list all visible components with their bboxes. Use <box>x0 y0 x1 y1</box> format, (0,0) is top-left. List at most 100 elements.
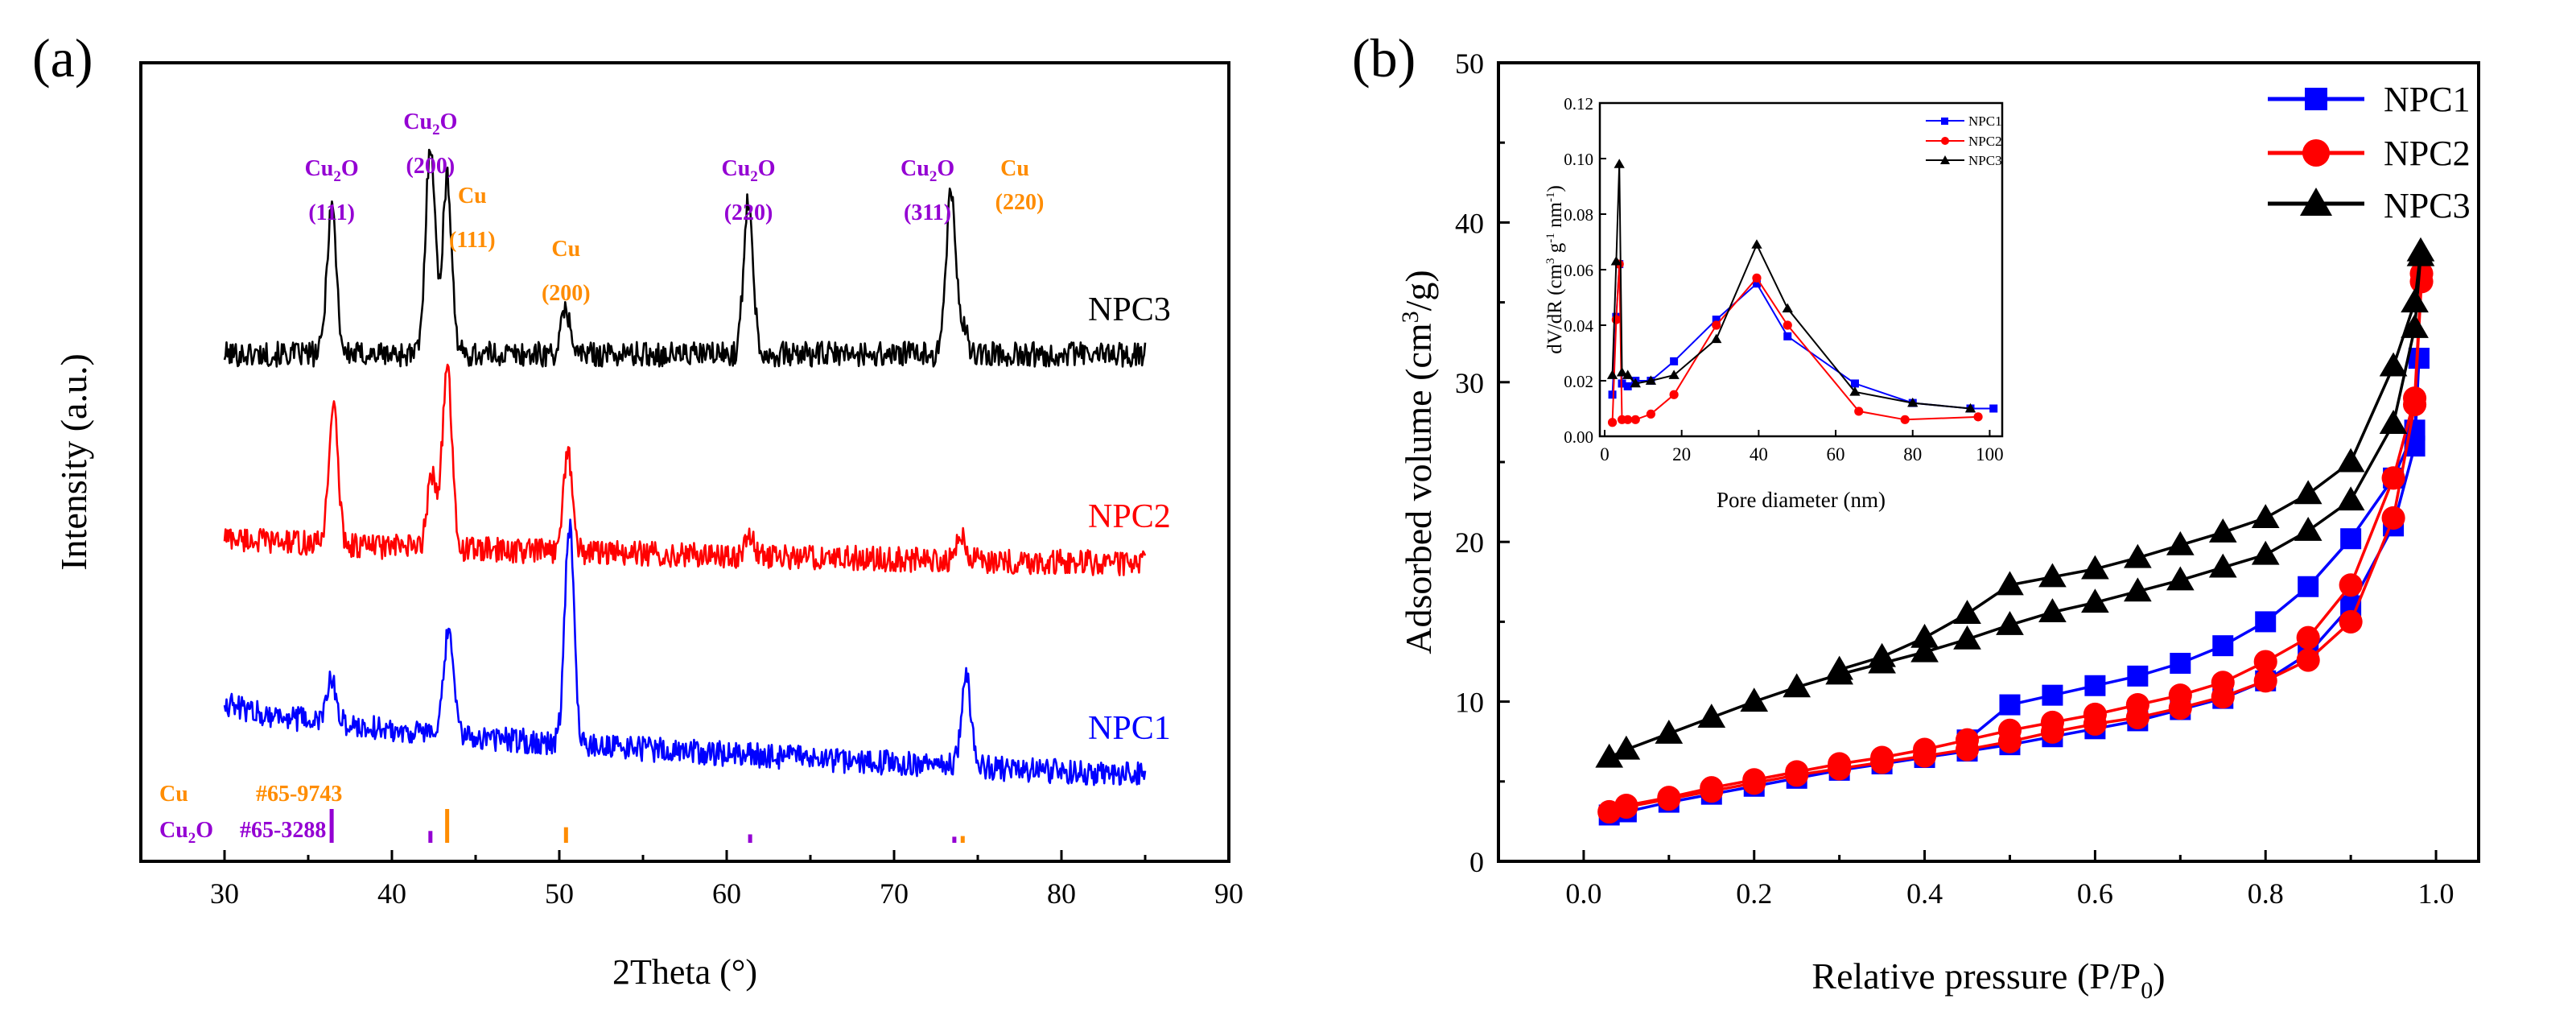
peak-annotation-hkl: (220) <box>995 190 1045 215</box>
inset-legend-marker-npc3 <box>1940 155 1950 164</box>
peak-annotation-hkl: (311) <box>904 200 951 225</box>
peak-annotation-hkl: (111) <box>308 200 355 225</box>
data-point <box>2251 504 2280 528</box>
inset-data-point <box>1752 273 1762 283</box>
data-point <box>1612 735 1641 760</box>
peak-annotation-hkl: (111) <box>449 228 496 253</box>
inset-legend-npc1: NPC1 <box>1926 114 2002 129</box>
data-point <box>2336 448 2365 473</box>
data-point <box>2212 635 2234 657</box>
x-tick-label: 50 <box>545 877 574 910</box>
ref-cu2o-card: #65-3288 <box>240 818 326 843</box>
inset-frame <box>1598 101 2004 438</box>
data-point <box>1996 611 2024 635</box>
inset-plot: 0 20 40 60 80 100 0.00 0.02 0.04 0.06 0.08 0.10 0.12… <box>1544 94 2004 512</box>
x-tick-label: 0.8 <box>2248 877 2284 910</box>
data-point <box>2083 702 2107 727</box>
inset-data-point <box>1989 404 1998 413</box>
inset-data-point <box>1752 279 1761 288</box>
inset-legend: NPC1 NPC2 NPC3 <box>1926 114 2002 168</box>
inset-data-point <box>1783 332 1792 341</box>
inset-data-point <box>1850 379 1859 388</box>
inset-data-point <box>1900 415 1910 424</box>
x-tick-label: 40 <box>377 877 406 910</box>
data-point <box>1740 687 1769 712</box>
isotherm-npc2 <box>1597 262 2434 824</box>
data-point <box>2401 314 2429 338</box>
xrd-line-npc3 <box>223 148 1147 368</box>
x-tick-label: 80 <box>1047 877 1076 910</box>
data-point <box>2379 352 2408 377</box>
peak-annotation-hkl: (200) <box>542 281 591 306</box>
x-tick-label: 70 <box>880 877 909 910</box>
inset-data-point <box>1645 375 1657 385</box>
data-point <box>1785 760 1809 784</box>
legend-marker-npc2 <box>2302 139 2330 167</box>
inset-data-point <box>1646 409 1656 419</box>
data-point <box>2208 518 2237 543</box>
data-point <box>1999 694 2021 716</box>
axis-ticks: 0.0 0.2 0.4 0.6 0.8 1.0 0 10 20 30 40 50 <box>1455 47 2454 910</box>
inset-data-point <box>1623 415 1633 424</box>
data-point <box>2127 665 2149 687</box>
data-point <box>1953 600 1981 625</box>
inset-data-point <box>1783 320 1792 330</box>
data-point <box>1913 737 1937 762</box>
x-tick-label: 0.2 <box>1736 877 1772 910</box>
inset-data-point <box>1630 415 1640 424</box>
peak-annotation-phase: Cu2O <box>305 156 359 185</box>
series-label-npc1: NPC1 <box>1088 710 1171 747</box>
data-point <box>1997 718 2022 742</box>
peak-annotation-phase: Cu2O <box>722 156 776 185</box>
y-tick-label: 50 <box>1455 47 1484 80</box>
data-point <box>1953 625 1981 650</box>
inset-data-point <box>1751 239 1762 249</box>
data-point <box>2403 386 2427 411</box>
data-point <box>1655 719 1684 744</box>
inset-pore-npc2 <box>1607 259 1983 427</box>
data-point <box>1996 571 2024 596</box>
inset-y-tick-label: 0.02 <box>1564 372 1593 391</box>
data-point <box>2081 588 2109 613</box>
inset-y-tick-label: 0.06 <box>1564 261 1593 280</box>
inset-y-tick-label: 0.04 <box>1564 316 1593 336</box>
inset-legend-label-npc3: NPC3 <box>1968 153 2002 168</box>
legend-marker-npc3 <box>2300 188 2332 216</box>
y-axis-label: Intensity (a.u.) <box>53 353 94 571</box>
adsorption-line-npc2 <box>1609 281 2423 814</box>
y-tick-label: 20 <box>1455 526 1484 559</box>
inset-x-tick-label: 100 <box>1976 444 2004 464</box>
data-point <box>2294 480 2323 505</box>
inset-data-point <box>1907 397 1919 407</box>
data-point <box>1742 768 1766 792</box>
data-point <box>2038 598 2067 623</box>
data-point <box>2125 693 2149 717</box>
data-point <box>1614 794 1638 818</box>
data-point <box>1697 704 1726 728</box>
data-point <box>2040 710 2064 734</box>
data-point <box>2208 553 2237 578</box>
isotherm-series <box>1595 237 2435 826</box>
data-point <box>1825 655 1853 680</box>
peak-annotation-phase: Cu <box>551 237 580 262</box>
inset-legend-label-npc2: NPC2 <box>1968 134 2002 149</box>
peak-annotation-hkl: (220) <box>724 200 773 225</box>
legend-item-npc2: NPC2 <box>2268 134 2471 173</box>
inset-y-tick-label: 0.08 <box>1564 205 1593 225</box>
legend-label-npc2: NPC2 <box>2384 134 2471 173</box>
inset-y-tick-label: 0.12 <box>1564 94 1593 114</box>
inset-series <box>1606 159 1998 427</box>
data-point <box>2211 671 2235 695</box>
inset-data-point <box>1854 407 1864 416</box>
inset-data-point <box>1712 320 1721 330</box>
data-point <box>2381 466 2405 490</box>
inset-x-tick-label: 20 <box>1672 444 1691 464</box>
y-tick-label: 30 <box>1455 367 1484 399</box>
data-point <box>2084 675 2106 696</box>
data-point <box>2406 237 2435 262</box>
peak-annotation: Cu2O (111) <box>305 156 359 225</box>
xrd-line-npc2 <box>223 363 1147 576</box>
inset-data-point <box>1614 159 1625 168</box>
xrd-line-npc1 <box>223 518 1147 786</box>
desorption-line-npc3 <box>1839 250 2422 671</box>
